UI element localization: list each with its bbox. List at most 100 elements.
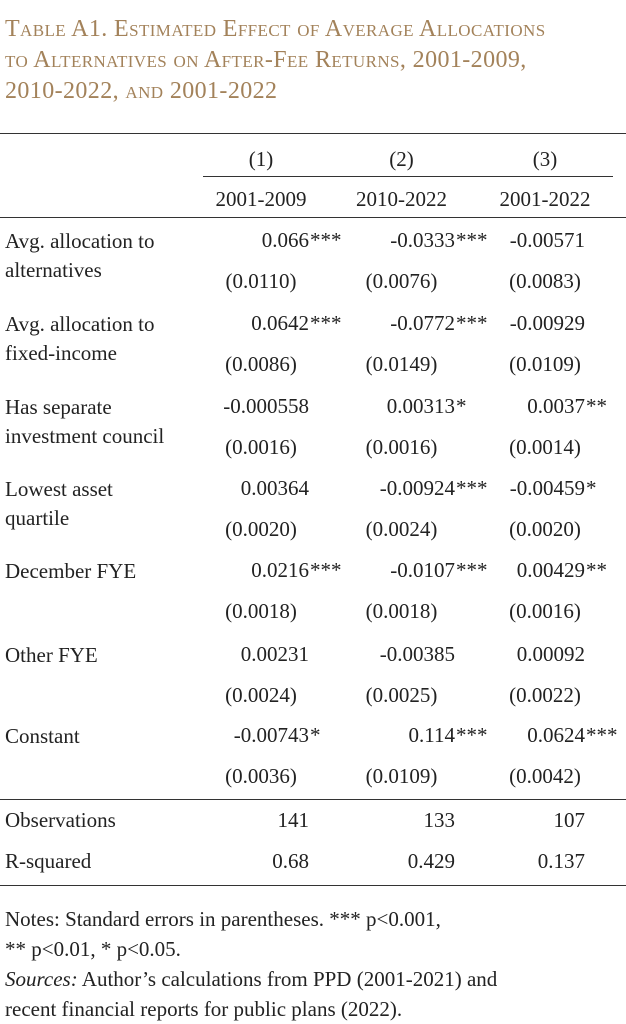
significance-stars: *** [586, 723, 618, 747]
row-label-line: December FYE [5, 559, 137, 583]
significance-stars: ** [586, 394, 607, 418]
coefficient-cell: 0.00313 [387, 393, 455, 419]
standard-error-cell: (0.0014) [509, 435, 581, 459]
notes-line-2: ** p<0.01, * p<0.05. [5, 937, 181, 961]
row-label-line: Constant [5, 724, 80, 748]
stat-label: Observations [5, 808, 116, 832]
row-label-line: Lowest asset [5, 477, 113, 501]
standard-error-cell: (0.0109) [365, 764, 438, 788]
title-line-2: to Alternatives on After-Fee Returns, 20… [5, 47, 527, 73]
coefficient-value: 0.0624 [527, 723, 585, 747]
coefficient-cell: 0.00231 [241, 641, 309, 667]
coefficient-cell: 0.066 [262, 227, 309, 253]
coefficient-value: -0.00929 [509, 311, 585, 335]
coefficient-cell: 0.0624 [527, 722, 585, 748]
standard-error-cell: (0.0086) [225, 352, 297, 376]
coefficient-value: 0.0037 [527, 394, 585, 418]
significance-stars: *** [310, 311, 342, 335]
row-label-line: fixed-income [5, 341, 117, 365]
standard-error-cell: (0.0016) [365, 435, 438, 459]
significance-stars: *** [456, 558, 488, 582]
standard-error-cell: (0.0020) [509, 517, 581, 541]
coefficient-cell: -0.00459 [510, 475, 585, 501]
significance-stars: * [456, 394, 467, 418]
sources-label: Sources: [5, 967, 78, 991]
row-label-line: alternatives [5, 258, 102, 282]
stat-value: 0.429 [407, 849, 455, 873]
coefficient-cell: 0.0216 [251, 557, 309, 583]
sources-line-1: Sources: Author’s calculations from PPD … [5, 964, 620, 994]
standard-error-cell: (0.0020) [225, 517, 297, 541]
coefficient-cell: 0.0642 [251, 310, 309, 336]
significance-stars: *** [456, 723, 488, 747]
coefficient-cell: -0.0333 [390, 227, 455, 253]
standard-error-cell: (0.0109) [509, 352, 581, 376]
col-number-1: (1) [248, 147, 274, 171]
coefficient-cell: 0.0037 [527, 393, 585, 419]
standard-error-cell: (0.0016) [225, 435, 297, 459]
notes-line-1: Notes: Standard errors in parentheses. *… [5, 907, 441, 931]
coefficient-value: 0.00364 [240, 476, 309, 500]
coefficient-value: 0.00429 [516, 558, 585, 582]
significance-stars: *** [456, 311, 488, 335]
coefficient-value: -0.00459 [509, 476, 585, 500]
title-line-3: 2010-2022, and 2001-2022 [5, 78, 278, 104]
col-number-3: (3) [532, 147, 558, 171]
stat-value: 0.137 [537, 849, 585, 873]
coefficient-cell: -0.000558 [223, 393, 309, 419]
stats-rule [0, 799, 626, 800]
standard-error-cell: (0.0018) [365, 599, 438, 623]
coefficient-cell: 0.00092 [517, 641, 585, 667]
table-title: Table A1. Estimated Effect of Average Al… [5, 14, 620, 107]
row-label-line: Avg. allocation to [5, 229, 155, 253]
standard-error-cell: (0.0016) [509, 599, 581, 623]
coefficient-value: -0.00924 [379, 476, 455, 500]
coefficient-cell: -0.00571 [510, 227, 585, 253]
significance-stars: ** [586, 558, 607, 582]
table-notes: Notes: Standard errors in parentheses. *… [5, 904, 620, 1024]
top-rule [0, 133, 626, 134]
coefficient-value: 0.0216 [251, 558, 309, 582]
row-label-line: Other FYE [5, 643, 98, 667]
stat-label: R-squared [5, 849, 92, 873]
coefficient-cell: 0.00429 [517, 557, 585, 583]
coefficient-value: -0.00385 [379, 642, 455, 666]
title-line-1: Table A1. Estimated Effect of Average Al… [5, 16, 546, 42]
significance-stars: *** [456, 228, 488, 252]
col-period-2: 2010-2022 [356, 187, 447, 211]
sources-line-2: recent financial reports for public plan… [5, 997, 403, 1021]
standard-error-cell: (0.0042) [509, 764, 581, 788]
standard-error-cell: (0.0024) [365, 517, 438, 541]
coefficient-value: 0.00092 [516, 642, 585, 666]
header-underline [203, 176, 613, 177]
coefficient-cell: -0.0107 [390, 557, 455, 583]
standard-error-cell: (0.0025) [365, 683, 438, 707]
coefficient-value: 0.114 [408, 723, 455, 747]
standard-error-cell: (0.0083) [509, 269, 581, 293]
standard-error-cell: (0.0018) [225, 599, 297, 623]
row-label-line: quartile [5, 506, 70, 530]
standard-error-cell: (0.0110) [225, 269, 297, 293]
coefficient-cell: -0.0772 [390, 310, 455, 336]
coefficient-value: -0.0772 [390, 311, 455, 335]
row-label-line: Avg. allocation to [5, 312, 155, 336]
coefficient-value: 0.066 [261, 228, 309, 252]
sources-text-1: Author’s calculations from PPD (2001-202… [77, 967, 498, 991]
significance-stars: *** [310, 558, 342, 582]
coefficient-value: 0.0642 [251, 311, 309, 335]
col-number-2: (2) [389, 147, 414, 171]
coefficient-value: -0.0333 [390, 228, 455, 252]
coefficient-value: -0.000558 [223, 394, 309, 418]
coefficient-value: -0.00743 [233, 723, 309, 747]
stat-value: 0.68 [272, 849, 309, 873]
coefficient-cell: -0.00929 [510, 310, 585, 336]
standard-error-cell: (0.0076) [365, 269, 438, 293]
coefficient-value: 0.00231 [240, 642, 309, 666]
standard-error-cell: (0.0024) [225, 683, 297, 707]
stat-value: 107 [553, 808, 586, 832]
bottom-rule [0, 885, 626, 886]
coefficient-cell: 0.00364 [241, 475, 309, 501]
standard-error-cell: (0.0022) [509, 683, 581, 707]
row-label-line: Has separate [5, 395, 112, 419]
col-period-1: 2001-2009 [215, 187, 307, 211]
